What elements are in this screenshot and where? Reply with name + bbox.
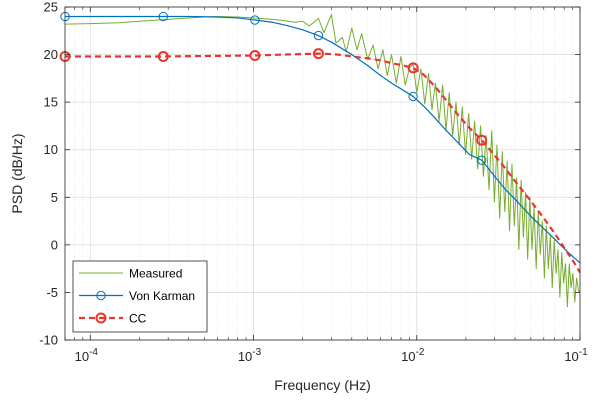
y-tick-labels: -10 -5 0 5 10 15 20 25 <box>39 0 58 348</box>
legend-label-measured: Measured <box>129 267 182 281</box>
series-marker-cc <box>407 62 419 74</box>
axis-ticks <box>64 6 581 341</box>
series-marker-cc <box>312 48 324 60</box>
series-marker-von-karman <box>250 15 260 25</box>
legend-marker-cc <box>95 312 107 324</box>
series-layer <box>59 11 581 308</box>
y-tick-label: 10 <box>44 142 58 157</box>
series-marker-von-karman <box>408 91 418 102</box>
series-marker-von-karman <box>477 155 487 165</box>
series-marker-cc <box>476 134 488 146</box>
y-tick-label: 15 <box>44 95 58 110</box>
x-tick-label: 10-3 <box>238 347 262 364</box>
series-marker-von-karman <box>313 30 324 41</box>
legend: Measured Von Karman CC <box>72 260 208 333</box>
y-tick-label: 0 <box>51 237 58 252</box>
legend-label-cc: CC <box>129 312 147 326</box>
series-marker-von-karman <box>158 11 168 22</box>
series-line-von-karman <box>65 15 581 264</box>
y-tick-label: 20 <box>44 47 58 62</box>
y-axis-title: PSD (dB/Hz) <box>9 133 25 213</box>
plot-frame <box>64 6 581 341</box>
x-axis-title: Frequency (Hz) <box>274 377 370 393</box>
legend-marker-von-karman <box>96 290 106 301</box>
x-tick-labels: 10-4 10-3 10-2 10-1 <box>75 347 589 364</box>
y-tick-label: 5 <box>51 190 58 205</box>
y-tick-label: -5 <box>46 285 58 300</box>
y-tick-label: 25 <box>44 0 58 15</box>
x-tick-label: 10-4 <box>75 347 99 364</box>
x-tick-label: 10-1 <box>564 347 588 364</box>
legend-label-von-karman: Von Karman <box>129 289 195 303</box>
series-marker-cc <box>249 50 261 62</box>
legend-items: Measured Von Karman CC <box>79 267 195 326</box>
series-marker-cc <box>157 50 169 62</box>
series-line-measured <box>64 14 581 308</box>
y-tick-label: -10 <box>39 333 58 348</box>
x-tick-label: 10-2 <box>401 347 425 364</box>
